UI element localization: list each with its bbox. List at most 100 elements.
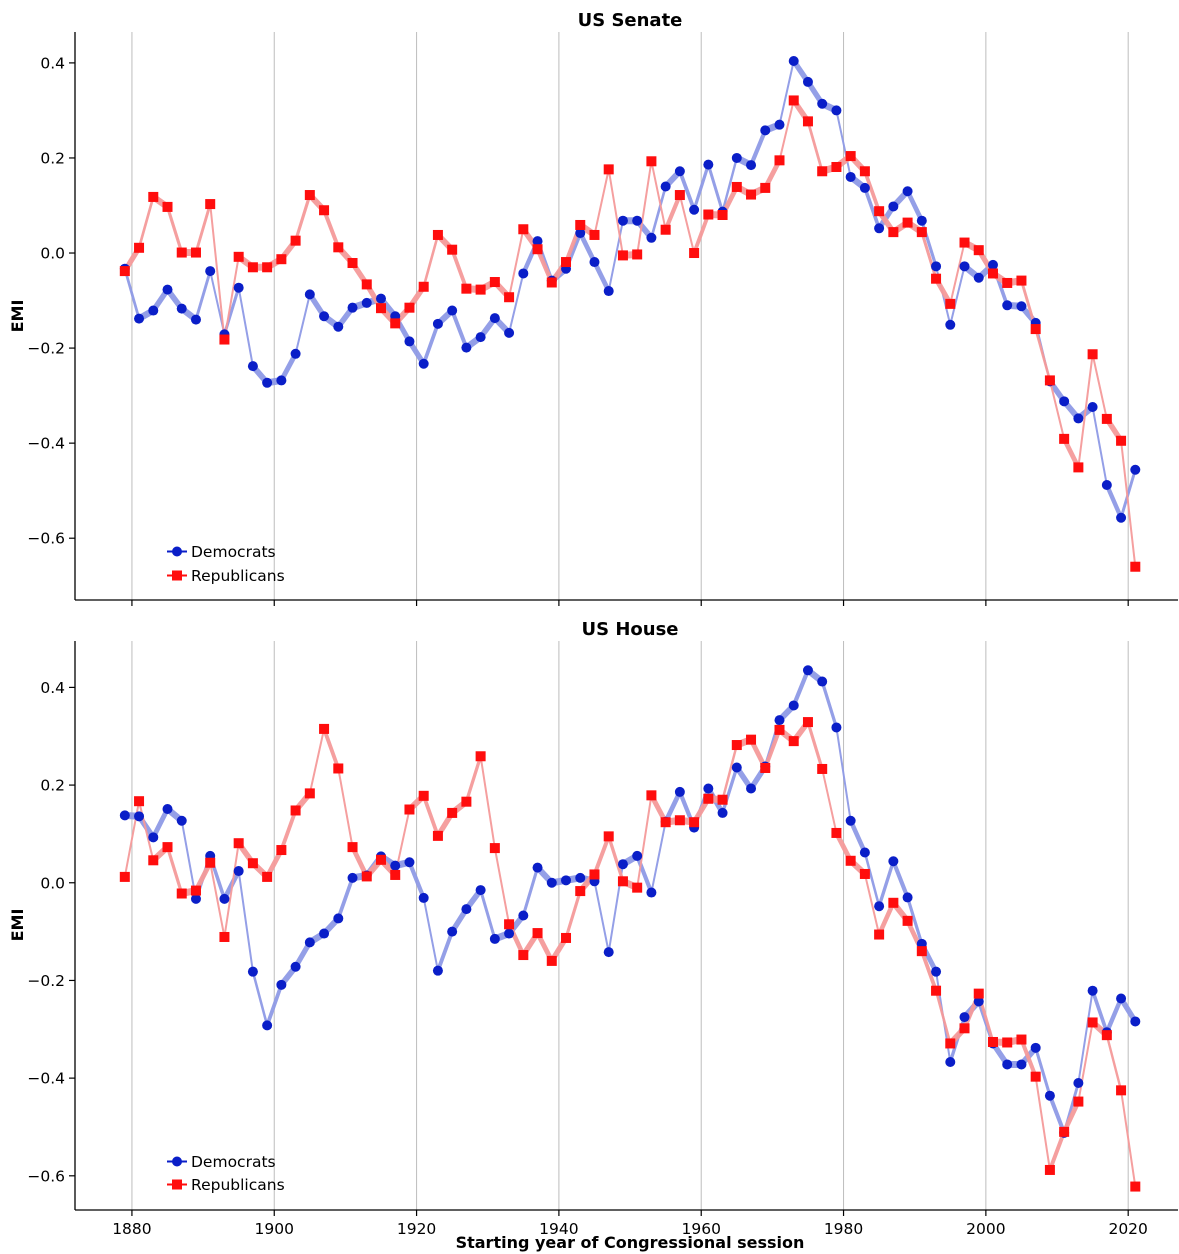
republicans-point: [447, 244, 458, 255]
republicans-line-segment: [1120, 1089, 1137, 1188]
republicans-point: [689, 248, 700, 259]
democrats-line-segment: [949, 265, 966, 326]
house-markers: [119, 665, 1141, 1192]
republicans-line-segment: [508, 228, 525, 299]
republicans-point: [717, 794, 728, 805]
democrats-point: [205, 266, 216, 277]
house-legend: Democrats Republicans: [167, 1153, 285, 1194]
democrats-line-segment: [479, 888, 497, 941]
democrats-point: [404, 857, 415, 868]
republicans-point: [760, 762, 771, 773]
democrats-point: [646, 232, 657, 243]
republicans-point: [375, 303, 386, 314]
republicans-point: [347, 842, 358, 853]
democrats-point: [603, 947, 614, 958]
republicans-point: [504, 919, 515, 930]
democrats-point: [190, 893, 201, 904]
republicans-point: [603, 164, 614, 175]
democrats-line-segment: [791, 668, 811, 708]
republicans-point: [1073, 1096, 1084, 1107]
republicans-point: [361, 871, 372, 882]
republicans-point: [361, 279, 372, 290]
republicans-point: [205, 857, 216, 868]
democrats-point: [432, 318, 443, 329]
republicans-point: [432, 830, 443, 841]
democrats-point: [575, 872, 586, 883]
republicans-line-segment: [919, 949, 938, 993]
republicans-point: [731, 181, 742, 192]
republicans-point: [504, 292, 515, 303]
democrats-point: [1130, 1016, 1141, 1027]
republicans-line-segment: [479, 755, 496, 850]
republicans-point: [119, 266, 130, 277]
republicans-point: [148, 191, 159, 202]
republicans-line-segment: [806, 119, 824, 173]
republicans-point: [1044, 1164, 1055, 1175]
republicans-line-segment: [322, 726, 341, 771]
democrats-point: [1087, 402, 1098, 413]
republicans-point: [461, 283, 472, 294]
y-tick-label: −0.4: [27, 1070, 65, 1088]
democrats-point: [931, 966, 942, 977]
republicans-point: [1130, 561, 1141, 572]
house-y-ticks: −0.6 −0.4 −0.2 0.0 0.2 0.4: [27, 679, 75, 1185]
democrats-line-segment: [706, 163, 725, 214]
republicans-point: [888, 227, 899, 238]
democrats-point: [632, 215, 643, 226]
republicans-line-segment: [593, 168, 610, 236]
republicans-point: [262, 262, 273, 273]
senate-series-lines: [122, 58, 1137, 568]
democrats-line-segment: [435, 929, 455, 973]
senate-y-ticks: −0.6 −0.4 −0.2 0.0 0.2 0.4: [27, 54, 75, 548]
democrats-point: [432, 965, 443, 976]
democrats-point: [1101, 479, 1112, 490]
democrats-point: [888, 856, 899, 867]
democrats-point: [347, 872, 358, 883]
x-tick-label: 1960: [681, 1220, 720, 1238]
republicans-point: [333, 242, 344, 253]
republicans-point: [162, 842, 173, 853]
legend-democrats-marker: [172, 1156, 182, 1167]
y-tick-label: −0.2: [27, 972, 65, 990]
democrats-point: [1002, 300, 1013, 311]
democrats-point: [746, 783, 757, 794]
democrats-point: [660, 181, 671, 192]
republicans-line-segment: [663, 192, 682, 232]
y-tick-label: −0.6: [27, 530, 65, 548]
democrats-point: [119, 810, 130, 821]
republicans-point: [162, 201, 173, 212]
republicans-point: [290, 235, 301, 246]
republicans-point: [589, 869, 600, 880]
democrats-line-segment: [663, 789, 683, 825]
house-series-lines: [121, 667, 1138, 1188]
democrats-line-segment: [778, 59, 795, 126]
democrats-point: [617, 859, 628, 870]
republicans-line-segment: [721, 743, 739, 801]
democrats-line-segment: [877, 859, 896, 908]
democrats-point: [746, 160, 757, 171]
democrats-point: [1016, 301, 1027, 312]
legend-democrats-label: Democrats: [191, 543, 276, 561]
republicans-line-segment: [138, 800, 155, 862]
republicans-line-segment: [1047, 1129, 1067, 1172]
democrats-point: [319, 311, 330, 322]
y-tick-label: −0.2: [27, 340, 65, 358]
republicans-point: [973, 988, 984, 999]
democrats-line-segment: [194, 269, 212, 322]
democrats-line-segment: [1091, 406, 1108, 486]
democrats-point: [561, 875, 572, 886]
republicans-line-segment: [920, 230, 938, 281]
republicans-point: [276, 845, 287, 856]
democrats-line-segment: [650, 185, 667, 240]
democrats-point: [176, 303, 187, 314]
republicans-point: [617, 250, 628, 261]
democrats-point: [774, 715, 785, 726]
republicans-point: [674, 815, 685, 826]
democrats-point: [945, 319, 956, 330]
democrats-point: [276, 979, 287, 990]
republicans-line-segment: [806, 720, 824, 771]
democrats-point: [987, 259, 998, 270]
republicans-point: [589, 229, 600, 240]
republicans-line-segment: [650, 160, 667, 231]
republicans-point: [987, 1036, 998, 1047]
